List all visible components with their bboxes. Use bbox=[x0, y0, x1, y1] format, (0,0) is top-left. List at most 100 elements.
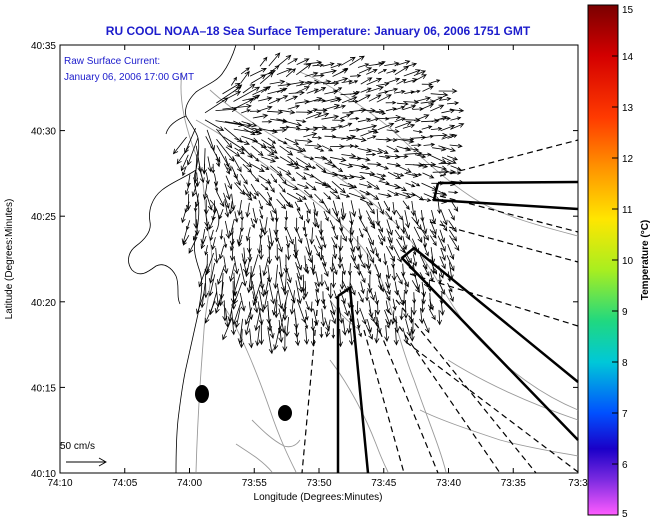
current-vector bbox=[260, 164, 270, 170]
current-vector bbox=[218, 245, 225, 260]
current-vector bbox=[366, 77, 383, 85]
current-vector bbox=[285, 183, 299, 190]
current-vector bbox=[217, 265, 225, 285]
current-vector bbox=[375, 61, 386, 66]
current-vector bbox=[194, 219, 200, 236]
current-vector bbox=[429, 229, 437, 239]
current-vector bbox=[322, 182, 339, 194]
lat-tick-label: 40:30 bbox=[31, 127, 56, 138]
current-vector bbox=[321, 145, 334, 152]
current-vector bbox=[348, 310, 353, 323]
current-vector bbox=[383, 288, 391, 302]
current-vector bbox=[422, 264, 430, 277]
current-vector bbox=[450, 171, 462, 175]
current-vector bbox=[330, 144, 345, 150]
current-vector bbox=[285, 227, 294, 245]
current-vector bbox=[446, 101, 460, 106]
current-vector bbox=[230, 193, 236, 211]
current-vector bbox=[312, 175, 328, 187]
current-vector bbox=[277, 139, 288, 145]
current-vector bbox=[450, 179, 465, 185]
current-vector bbox=[447, 244, 455, 261]
lon-tick-label: 73:55 bbox=[242, 478, 267, 489]
current-vector bbox=[260, 145, 275, 156]
current-vector bbox=[181, 209, 187, 224]
current-vector bbox=[279, 156, 295, 166]
current-vector bbox=[319, 228, 324, 242]
current-vector bbox=[252, 113, 269, 119]
current-vector bbox=[254, 308, 261, 332]
current-vector bbox=[296, 58, 310, 65]
current-vector bbox=[357, 117, 372, 123]
current-vector bbox=[240, 70, 250, 84]
colorbar-tick-label: 6 bbox=[622, 460, 628, 471]
current-vector bbox=[375, 252, 382, 263]
current-vector bbox=[347, 182, 358, 189]
current-vector bbox=[367, 217, 376, 230]
current-vector bbox=[394, 117, 406, 123]
current-vector bbox=[240, 156, 253, 168]
current-vector bbox=[205, 172, 210, 185]
current-vector bbox=[411, 298, 417, 316]
current-vector bbox=[358, 246, 363, 260]
current-vector bbox=[192, 229, 198, 241]
current-vector bbox=[306, 165, 317, 170]
current-vector bbox=[241, 135, 259, 143]
current-vector bbox=[340, 56, 356, 66]
current-vector bbox=[447, 134, 458, 139]
current-vector bbox=[303, 60, 323, 66]
current-vector bbox=[385, 87, 399, 92]
current-vector bbox=[330, 124, 344, 129]
current-vector bbox=[255, 325, 261, 347]
current-vector bbox=[438, 190, 448, 196]
current-vector bbox=[268, 199, 277, 215]
current-vector bbox=[358, 291, 364, 303]
current-vector bbox=[276, 95, 289, 101]
current-vector bbox=[229, 245, 235, 262]
current-vector bbox=[450, 200, 459, 212]
current-vector bbox=[411, 280, 420, 294]
current-vector bbox=[340, 114, 351, 119]
current-vector bbox=[303, 156, 315, 161]
current-vector bbox=[385, 137, 398, 143]
current-vector bbox=[262, 290, 269, 311]
lat-tick-label: 40:25 bbox=[31, 212, 56, 223]
current-vector bbox=[367, 274, 373, 294]
current-vector bbox=[214, 181, 219, 193]
current-vector bbox=[438, 161, 453, 166]
current-vector bbox=[304, 143, 323, 149]
current-vector bbox=[421, 281, 427, 298]
current-vector bbox=[440, 247, 446, 261]
lat-tick-label: 40:10 bbox=[31, 469, 56, 480]
current-vector bbox=[219, 229, 224, 240]
current-vector bbox=[249, 109, 261, 114]
current-vector bbox=[282, 272, 288, 296]
current-vector bbox=[341, 134, 357, 140]
current-vector bbox=[262, 256, 269, 277]
current-vector bbox=[276, 68, 293, 75]
current-vector bbox=[333, 135, 353, 141]
current-vector bbox=[278, 183, 286, 193]
current-vector bbox=[341, 263, 346, 276]
current-vector bbox=[250, 217, 256, 229]
lon-tick-label: 74:05 bbox=[112, 478, 137, 489]
current-vector bbox=[450, 165, 462, 171]
lon-tick-label: 73:35 bbox=[501, 478, 526, 489]
current-vector bbox=[310, 318, 316, 332]
current-vector bbox=[385, 107, 397, 112]
current-vector bbox=[312, 202, 319, 217]
current-vector bbox=[332, 118, 346, 123]
current-vector bbox=[319, 274, 325, 287]
current-vector bbox=[206, 193, 213, 211]
current-vector bbox=[261, 139, 276, 149]
current-vector bbox=[394, 121, 412, 129]
current-vector bbox=[322, 238, 327, 249]
current-vector bbox=[366, 148, 384, 155]
current-vector bbox=[277, 166, 292, 175]
current-vector bbox=[224, 121, 253, 128]
current-vector bbox=[234, 138, 251, 145]
current-vector bbox=[377, 220, 384, 233]
current-vector bbox=[366, 253, 372, 270]
colorbar-tick-label: 9 bbox=[622, 307, 628, 318]
current-vector bbox=[419, 272, 429, 288]
